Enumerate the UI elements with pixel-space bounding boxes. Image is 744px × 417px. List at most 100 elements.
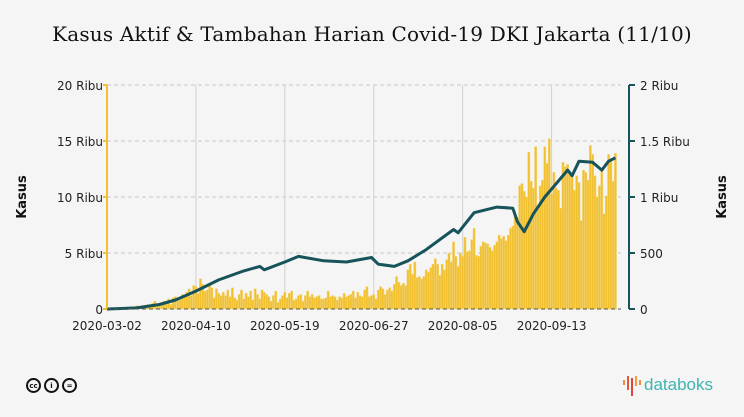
- bar-daily-cases: [488, 247, 492, 310]
- bar-daily-cases: [315, 296, 319, 310]
- bar-daily-cases: [399, 285, 403, 310]
- right-tick-label: 1 Ribu: [640, 191, 678, 205]
- x-tick-label: 2020-04-10: [161, 319, 231, 333]
- bar-daily-cases: [454, 256, 458, 310]
- bar-daily-cases: [208, 282, 211, 310]
- bar-daily-cases: [431, 263, 435, 310]
- databoks-logo[interactable]: databoks: [622, 374, 713, 396]
- bar-daily-cases: [443, 269, 446, 310]
- x-tick-label: 2020-03-02: [72, 319, 142, 333]
- bar-daily-cases: [331, 295, 335, 310]
- bar-daily-cases: [183, 296, 186, 310]
- bar-daily-cases: [518, 185, 522, 310]
- bar-daily-cases: [614, 153, 617, 310]
- bar-daily-cases: [265, 294, 268, 310]
- bar-daily-cases: [210, 287, 214, 310]
- bar-daily-cases: [440, 263, 444, 310]
- bar-daily-cases: [372, 294, 376, 310]
- bar-daily-cases: [196, 293, 200, 310]
- bar-daily-cases: [486, 243, 490, 310]
- bar-daily-cases: [427, 271, 430, 310]
- bar-daily-cases: [329, 296, 332, 310]
- bar-daily-cases: [495, 241, 499, 310]
- left-tick-label: 20 Ribu: [57, 79, 103, 93]
- bar-daily-cases: [215, 288, 218, 310]
- bar-daily-cases: [532, 187, 535, 310]
- bar-daily-cases: [326, 290, 330, 310]
- bar-daily-cases: [274, 290, 278, 310]
- right-tick-label: 0: [640, 303, 648, 317]
- bar-daily-cases: [260, 289, 264, 310]
- bar-daily-cases: [356, 291, 360, 310]
- bar-daily-cases: [374, 298, 378, 310]
- bar-daily-cases: [456, 266, 460, 310]
- bar-daily-cases: [536, 207, 540, 310]
- bar-daily-cases: [228, 296, 232, 310]
- x-tick-label: 2020-06-27: [339, 319, 409, 333]
- bar-daily-cases: [354, 297, 357, 310]
- bar-daily-cases: [579, 220, 583, 310]
- bar-daily-cases: [418, 276, 421, 310]
- bar-daily-cases: [484, 242, 487, 310]
- bar-daily-cases: [404, 285, 408, 310]
- bar-daily-cases: [363, 289, 366, 310]
- left-axis-title: Kasus: [15, 175, 30, 219]
- bar-daily-cases: [290, 290, 294, 310]
- bar-daily-cases: [459, 252, 462, 310]
- bar-daily-cases: [288, 293, 291, 310]
- bar-daily-cases: [370, 295, 373, 310]
- bar-daily-cases: [249, 290, 252, 310]
- bar-daily-cases: [297, 295, 300, 310]
- bar-daily-cases: [429, 267, 433, 310]
- bar-daily-cases: [338, 296, 341, 310]
- bar-daily-cases: [470, 239, 474, 310]
- bar-daily-cases: [543, 146, 547, 310]
- bar-daily-cases: [237, 294, 241, 310]
- bar-daily-cases: [386, 289, 389, 310]
- bar-daily-cases: [402, 282, 405, 310]
- bar-daily-cases: [527, 151, 531, 310]
- bar-daily-cases: [217, 293, 221, 310]
- bar-daily-cases: [167, 298, 170, 310]
- bar-daily-cases: [304, 295, 307, 310]
- bar-daily-cases: [461, 256, 465, 310]
- bar-daily-cases: [475, 254, 478, 310]
- bar-daily-cases: [383, 294, 387, 310]
- bar-daily-cases: [258, 298, 262, 310]
- bar-daily-cases: [566, 164, 569, 310]
- license-icons[interactable]: cc i =: [26, 378, 77, 393]
- bar-daily-cases: [367, 296, 371, 310]
- bar-daily-cases: [584, 172, 588, 310]
- bar-daily-cases: [591, 154, 594, 310]
- bar-daily-cases: [306, 290, 309, 310]
- right-tick-label: 500: [640, 247, 663, 261]
- bar-daily-cases: [547, 138, 551, 310]
- bar-daily-cases: [559, 207, 563, 310]
- bar-daily-cases: [358, 295, 362, 310]
- bar-daily-cases: [463, 237, 467, 310]
- bar-daily-cases: [481, 241, 485, 310]
- bar-daily-cases: [205, 289, 209, 310]
- bar-daily-cases: [575, 175, 579, 310]
- bar-daily-cases: [345, 296, 348, 310]
- bar-daily-cases: [561, 162, 565, 310]
- bar-daily-cases: [272, 295, 275, 310]
- bar-daily-cases: [472, 228, 476, 310]
- bar-daily-cases: [570, 176, 574, 310]
- bar-daily-cases: [178, 299, 182, 310]
- bar-daily-cases: [276, 302, 280, 310]
- bar-daily-cases: [554, 187, 558, 310]
- bar-daily-cases: [240, 289, 243, 310]
- bar-daily-cases: [256, 294, 259, 310]
- bar-daily-cases: [609, 159, 613, 310]
- bar-daily-cases: [340, 297, 344, 310]
- bar-daily-cases: [397, 281, 401, 310]
- bar-daily-cases: [607, 154, 610, 310]
- bar-daily-cases: [504, 240, 508, 310]
- bar-daily-cases: [347, 295, 351, 310]
- left-tick-label: 10 Ribu: [57, 191, 103, 205]
- bar-daily-cases: [545, 163, 549, 310]
- bar-daily-cases: [582, 169, 585, 310]
- bar-daily-cases: [212, 297, 216, 310]
- bar-daily-cases: [534, 146, 537, 310]
